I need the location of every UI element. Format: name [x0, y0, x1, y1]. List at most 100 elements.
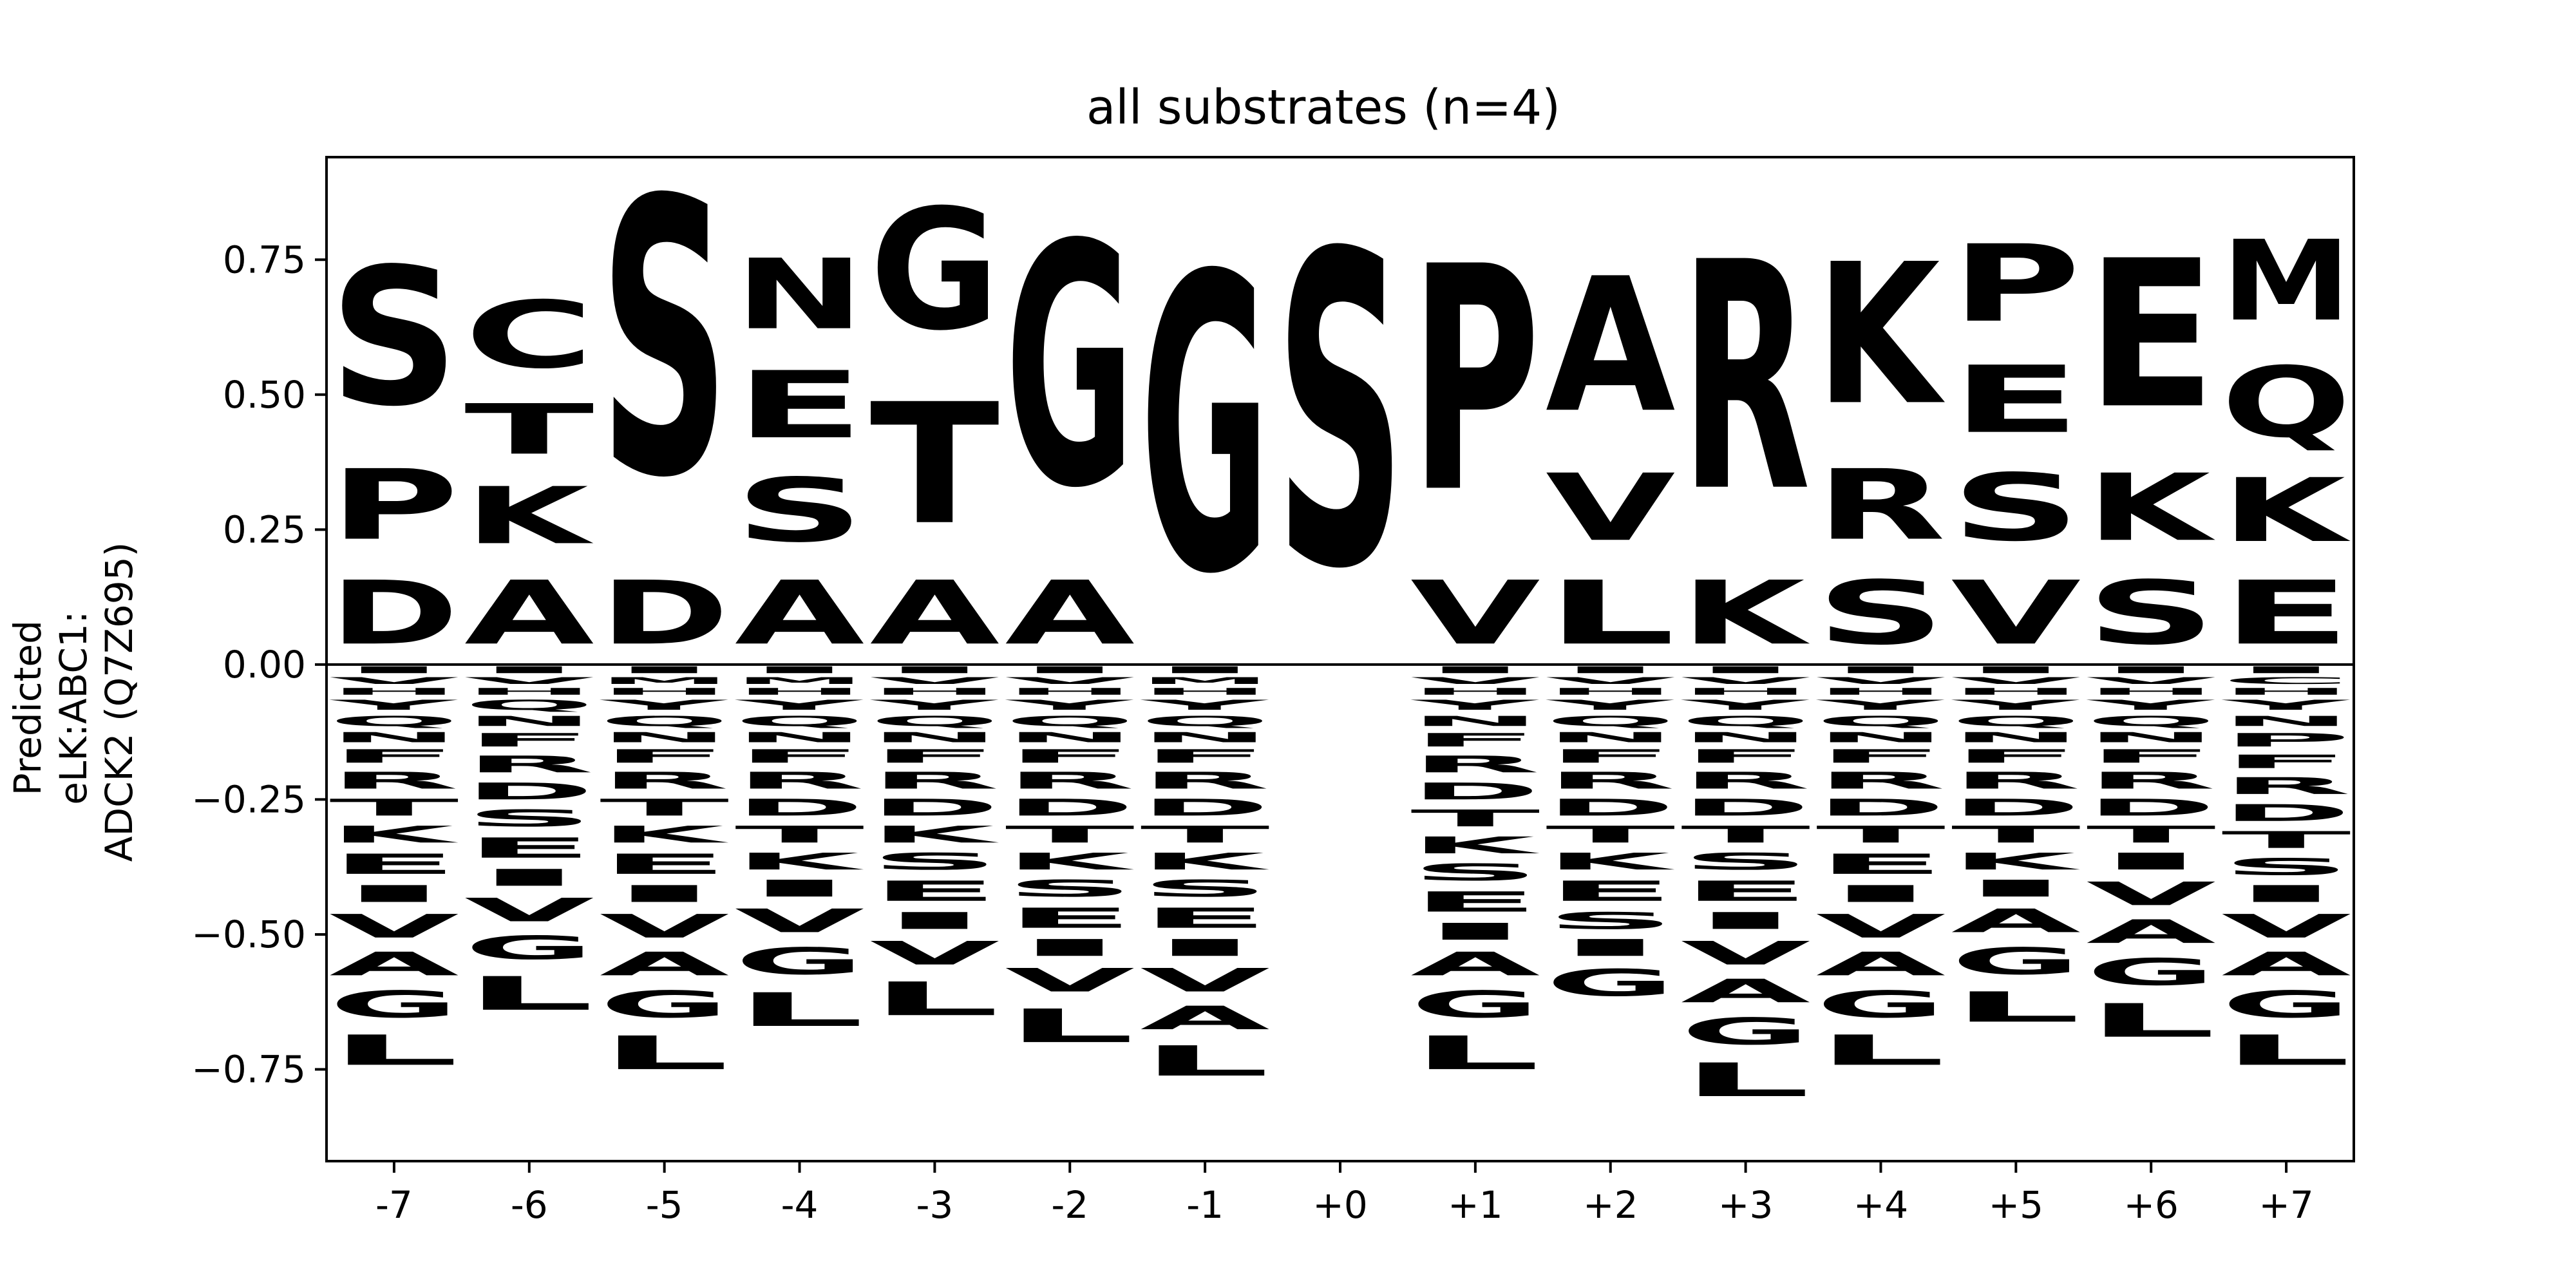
y-tick-label: 0.50	[223, 373, 306, 417]
logo-letter-t: T	[870, 369, 1001, 562]
logo-letter-v: V	[1816, 676, 1946, 687]
x-tick-label: -2	[1051, 1183, 1088, 1227]
logo-letter-d: D	[1546, 794, 1675, 821]
logo-letter-e: E	[464, 832, 594, 864]
logo-letter-d: D	[329, 562, 459, 664]
logo-letter-n: N	[1816, 730, 1946, 746]
logo-letter-i: I	[870, 907, 999, 934]
logo-letter-k: K	[735, 848, 865, 875]
logo-letter-l: L	[329, 1027, 459, 1075]
logo-letter-e: E	[1816, 848, 1946, 880]
logo-letter-s: S	[1005, 875, 1135, 902]
logo-letter-k: K	[2221, 460, 2351, 562]
logo-letter-k: K	[329, 821, 459, 848]
logo-letter-g: G	[1546, 961, 1675, 1005]
logo-letter-d: D	[2086, 794, 2215, 821]
logo-letter-s: S	[600, 120, 729, 560]
logo-letter-t: T	[1410, 805, 1540, 832]
logo-letter-y: Y	[735, 697, 864, 713]
logo-letter-y: Y	[1546, 697, 1674, 713]
logo-letter-e: E	[2086, 217, 2215, 453]
logo-letter-a: A	[1951, 902, 2081, 940]
logo-letter-s: S	[329, 228, 459, 448]
logo-letter-g: G	[1410, 983, 1540, 1027]
x-tick-label: +2	[1583, 1183, 1638, 1227]
logo-letter-n: N	[735, 239, 864, 352]
logo-letter-v: V	[1546, 676, 1675, 687]
x-tick-label: +4	[1853, 1183, 1909, 1227]
logo-letter-r: R	[2221, 773, 2351, 800]
logo-letter-r: R	[1681, 767, 1810, 794]
x-tick-label: -5	[646, 1183, 683, 1227]
logo-letter-d: D	[870, 794, 999, 821]
logo-letter-a: A	[870, 562, 999, 665]
logo-letter-k: K	[1140, 848, 1270, 875]
x-tick-label: +5	[1989, 1183, 2044, 1227]
logo-letter-r: R	[735, 767, 864, 794]
logo-letter-d: D	[735, 794, 864, 821]
logo-letter-f: F	[600, 746, 729, 767]
logo-letter-t: T	[2221, 826, 2351, 853]
logo-letter-e: E	[1546, 875, 1675, 907]
logo-letter-q: Q	[1681, 713, 1810, 729]
logo-letter-k: K	[1951, 848, 2081, 875]
logo-letter-k: K	[870, 821, 1000, 848]
x-tick-label: +7	[2259, 1183, 2314, 1227]
logo-letter-r: R	[1951, 767, 2081, 794]
logo-letter-h: H	[870, 687, 999, 697]
logo-letter-i: I	[1951, 665, 2081, 676]
logo-letter-i: I	[1005, 934, 1135, 961]
logo-letter-s: S	[1951, 455, 2081, 562]
logo-letter-l: L	[1681, 1054, 1810, 1107]
logo-letter-f: F	[2086, 746, 2215, 767]
logo-letter-m: M	[2221, 218, 2351, 346]
logo-letter-l: L	[600, 1027, 729, 1080]
y-axis-label-line-2: eLK:ABC1:	[52, 611, 95, 805]
logo-letter-v: V	[1951, 562, 2081, 665]
logo-letter-h: H	[600, 687, 729, 697]
logo-letter-f: F	[1140, 746, 1269, 767]
logo-letter-m: M	[735, 676, 864, 687]
logo-letter-e: E	[329, 848, 459, 880]
logo-letter-n: N	[600, 730, 729, 746]
logo-letter-y: Y	[1410, 697, 1539, 713]
logo-letter-p: P	[1951, 223, 2081, 346]
logo-letter-q: Q	[1005, 713, 1135, 729]
logo-letter-n: N	[1546, 730, 1675, 746]
logo-letter-p: P	[329, 449, 459, 562]
logo-letter-h: H	[1140, 687, 1269, 697]
logo-letter-a: A	[735, 562, 864, 665]
logo-letter-f: F	[1410, 730, 1540, 751]
logo-letter-h: H	[1005, 687, 1135, 697]
logo-letter-k: K	[2086, 455, 2215, 562]
logo-letter-s: S	[1410, 859, 1540, 886]
logo-letter-a: A	[1410, 945, 1540, 983]
logo-letter-i: I	[1681, 907, 1810, 934]
y-tick-label: −0.50	[191, 913, 306, 956]
logo-letter-f: F	[1546, 746, 1675, 767]
logo-letter-a: A	[1816, 945, 1946, 983]
logo-letter-v: V	[1005, 676, 1135, 687]
logo-letter-f: F	[735, 746, 864, 767]
logo-letter-r: R	[600, 767, 729, 794]
logo-letter-v: V	[735, 902, 864, 940]
logo-letter-p: P	[1410, 202, 1540, 561]
logo-letter-e: E	[2221, 563, 2351, 665]
logo-letter-q: Q	[1951, 713, 2081, 729]
logo-letter-h: H	[1410, 687, 1540, 697]
logo-letter-v: V	[1005, 961, 1135, 999]
logo-letter-g: G	[735, 940, 864, 983]
logo-letter-s: S	[1546, 907, 1675, 934]
logo-letter-k: K	[464, 471, 594, 562]
y-tick-label: 0.25	[223, 507, 306, 551]
logo-letter-n: N	[1140, 730, 1269, 746]
logo-letter-s: S	[1275, 164, 1405, 663]
logo-letter-l: L	[1140, 1037, 1269, 1085]
logo-letter-i: I	[2221, 665, 2351, 676]
logo-letter-f: F	[329, 746, 459, 767]
logo-letter-r: R	[1816, 450, 1946, 562]
logo-letter-r: R	[1546, 767, 1675, 794]
logo-letter-d: D	[1816, 794, 1946, 821]
logo-letter-g: G	[1816, 983, 1946, 1027]
y-tick-label: 0.75	[223, 238, 306, 281]
